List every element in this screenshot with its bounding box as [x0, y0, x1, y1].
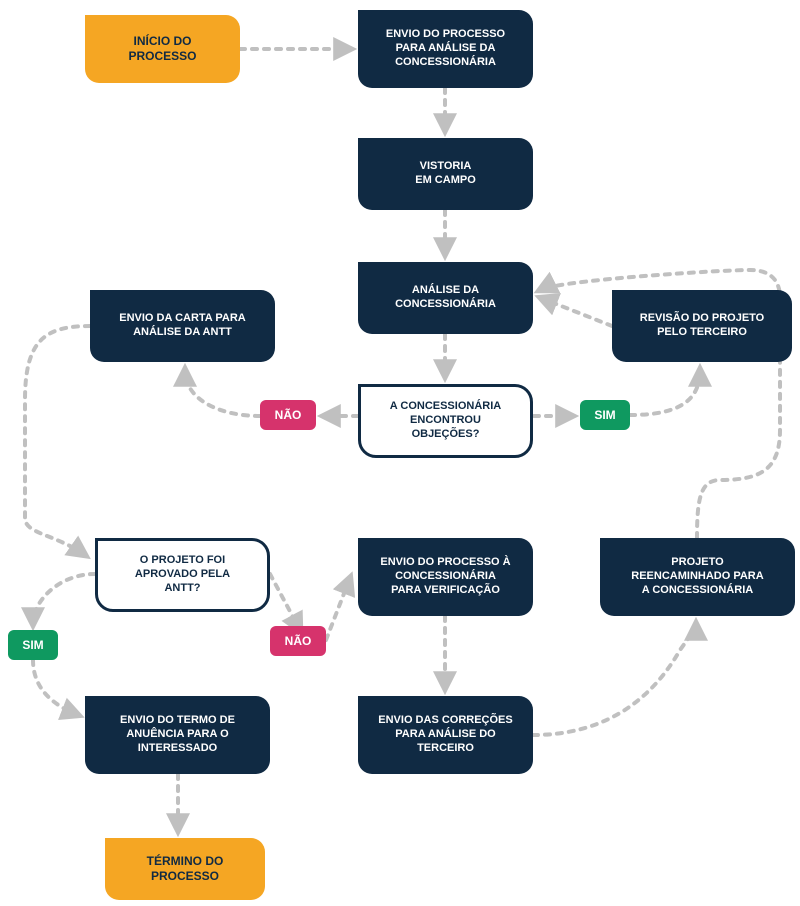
- edge: [533, 624, 696, 735]
- pill-nao-1: NÃO: [260, 400, 316, 430]
- node-start: INÍCIO DOPROCESSO: [85, 15, 240, 83]
- pill-sim-2: SIM: [8, 630, 58, 660]
- node-end: TÉRMINO DOPROCESSO: [105, 838, 265, 900]
- edge: [25, 326, 90, 555]
- edge: [541, 298, 612, 326]
- node-envio-verif: ENVIO DO PROCESSO ÀCONCESSIONÁRIAPARA VE…: [358, 538, 533, 616]
- edge: [33, 574, 95, 624]
- node-decision-aprovado: O PROJETO FOIAPROVADO PELAANTT?: [95, 538, 270, 612]
- node-revisao: REVISÃO DO PROJETOPELO TERCEIRO: [612, 290, 792, 362]
- node-envio-corr: ENVIO DAS CORREÇÕESPARA ANÁLISE DOTERCEI…: [358, 696, 533, 774]
- pill-nao-2: NÃO: [270, 626, 326, 656]
- node-decision-objecoes: A CONCESSIONÁRIAENCONTROUOBJEÇÕES?: [358, 384, 533, 458]
- edge: [326, 578, 350, 640]
- edge: [33, 660, 78, 715]
- node-envio-carta: ENVIO DA CARTA PARAANÁLISE DA ANTT: [90, 290, 275, 362]
- edge: [630, 370, 700, 415]
- edge: [185, 370, 260, 416]
- flowchart-canvas: INÍCIO DOPROCESSO ENVIO DO PROCESSOPARA …: [0, 0, 800, 906]
- node-envio-termo: ENVIO DO TERMO DEANUÊNCIA PARA OINTERESS…: [85, 696, 270, 774]
- pill-sim-1: SIM: [580, 400, 630, 430]
- node-projeto-reenc: PROJETOREENCAMINHADO PARAA CONCESSIONÁRI…: [600, 538, 795, 616]
- edge: [270, 574, 300, 630]
- node-vistoria: VISTORIAEM CAMPO: [358, 138, 533, 210]
- node-envio-analise: ENVIO DO PROCESSOPARA ANÁLISE DACONCESSI…: [358, 10, 533, 88]
- node-analise: ANÁLISE DACONCESSIONÁRIA: [358, 262, 533, 334]
